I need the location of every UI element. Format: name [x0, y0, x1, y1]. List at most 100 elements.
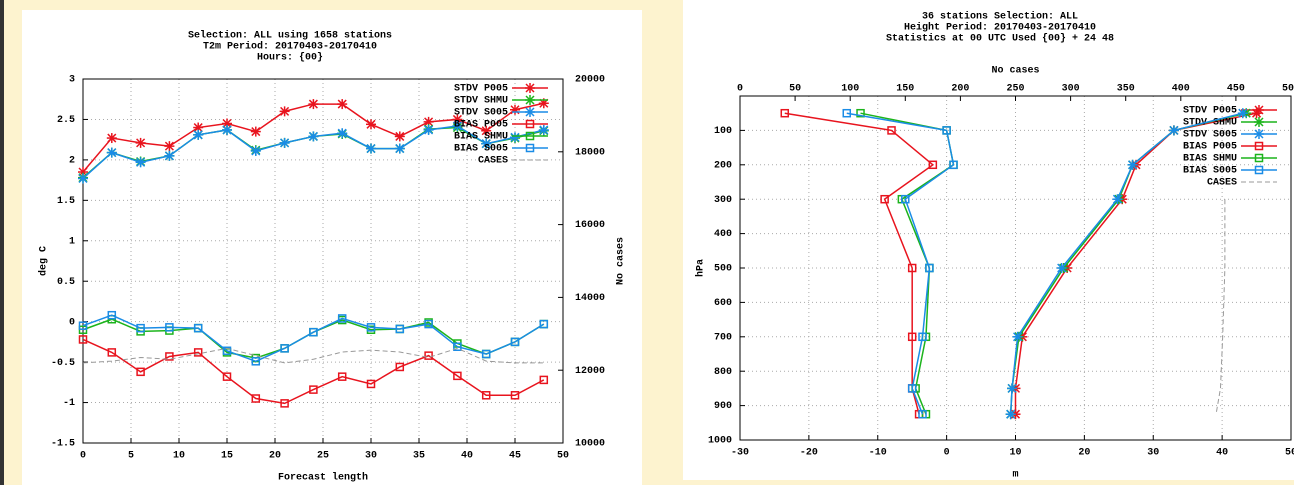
x-tick-label: 30: [1147, 448, 1159, 459]
data-point: [136, 323, 145, 333]
data-point: [164, 141, 175, 152]
marker-square: [510, 337, 520, 347]
marker-square: [510, 391, 520, 400]
chart-title: Statistics at 00 UTC Used {00} + 24 48: [886, 33, 1114, 45]
marker-square: [880, 194, 889, 204]
legend-label: BIAS SHMU: [1183, 154, 1237, 165]
marker-square: [337, 314, 347, 323]
left-panel: [22, 10, 642, 485]
y-tick-label: 300: [714, 195, 732, 206]
x2-tick-label: 150: [896, 84, 914, 95]
marker-square: [907, 332, 917, 342]
data-point: [1254, 105, 1264, 115]
x-tick-label: 10: [1009, 448, 1021, 459]
x2-tick-label: 300: [1062, 84, 1080, 95]
data-point: [366, 119, 376, 130]
data-point: [1056, 263, 1067, 273]
data-point: [1254, 129, 1264, 139]
marker-square: [525, 131, 535, 141]
data-point: [165, 323, 174, 332]
marker-square: [907, 384, 917, 393]
data-point: [78, 321, 88, 330]
y2-tick-label: 14000: [575, 293, 605, 304]
data-point: [395, 362, 405, 372]
marker-square: [107, 348, 117, 357]
series-line: [82, 338, 545, 405]
data-point: [452, 120, 463, 131]
x2-axis-label: No cases: [991, 66, 1039, 77]
y2-tick-label: 16000: [575, 220, 605, 231]
data-point: [78, 173, 88, 184]
data-point: [918, 409, 927, 419]
data-point: [481, 349, 491, 359]
marker-square: [539, 319, 549, 329]
data-point: [337, 99, 348, 110]
data-point: [525, 131, 535, 141]
y-tick-label: 1.5: [57, 196, 75, 207]
data-point: [1007, 383, 1018, 394]
marker-square: [280, 399, 289, 408]
y-tick-label: 900: [714, 401, 732, 412]
legend-label: STDV SHMU: [1183, 118, 1237, 129]
marker-square: [136, 323, 145, 333]
marker-square: [366, 379, 376, 389]
data-point: [510, 104, 520, 115]
y-tick-label: 2: [69, 156, 75, 167]
x2-tick-label: 200: [951, 84, 969, 95]
data-point: [78, 335, 88, 344]
marker-square: [1254, 153, 1264, 163]
marker-square: [337, 372, 347, 381]
data-point: [780, 108, 790, 118]
x-tick-label: 40: [461, 451, 473, 462]
marker-square: [453, 371, 462, 381]
data-point: [1254, 165, 1264, 175]
y2-tick-label: 18000: [575, 147, 605, 158]
chart-title: Selection: ALL using 1658 stations: [188, 30, 392, 42]
marker-square: [424, 351, 433, 360]
marker-square: [165, 352, 174, 361]
data-point: [308, 131, 319, 142]
plot-frame: [82, 78, 564, 444]
marker-square: [525, 143, 535, 153]
right-panel: [683, 0, 1294, 480]
y-tick-label: 100: [714, 126, 732, 137]
y2-tick-label: 10000: [575, 439, 605, 450]
x-tick-label: 40: [1216, 448, 1228, 459]
data-point: [510, 337, 520, 347]
data-point: [525, 95, 535, 105]
series-line: [82, 347, 544, 364]
x-tick-label: 45: [509, 451, 521, 462]
y-tick-label: 800: [714, 367, 732, 378]
marker-square: [453, 342, 462, 351]
chart-title: 36 stations Selection: ALL: [922, 11, 1078, 23]
data-point: [279, 106, 290, 117]
data-point: [1012, 331, 1023, 342]
data-point: [366, 379, 376, 389]
x-tick-label: 5: [128, 451, 134, 462]
x-tick-label: 30: [365, 451, 377, 462]
x2-tick-label: 350: [1117, 84, 1135, 95]
data-point: [525, 119, 535, 129]
legend-label: BIAS P005: [454, 120, 508, 131]
marker-square: [942, 126, 951, 135]
y-tick-label: 400: [714, 229, 732, 240]
data-point: [366, 143, 376, 154]
data-point: [1254, 153, 1264, 163]
data-point: [337, 128, 348, 139]
data-point: [106, 133, 117, 144]
x-axis-label: m: [1012, 470, 1018, 481]
data-point: [452, 114, 463, 125]
x-tick-label: 25: [317, 451, 329, 462]
legend-label: BIAS SHMU: [454, 132, 508, 143]
data-point: [250, 145, 261, 156]
data-point: [918, 332, 927, 342]
y2-axis-label: No cases: [616, 237, 627, 285]
data-point: [337, 314, 347, 323]
chart-title: T2m Period: 20170403-20170410: [203, 41, 377, 53]
y-tick-label: -1.5: [51, 439, 75, 450]
y-axis-label: deg C: [38, 246, 50, 276]
x-axis-label: Forecast length: [278, 472, 368, 484]
data-point: [1237, 108, 1248, 119]
data-point: [250, 126, 261, 137]
